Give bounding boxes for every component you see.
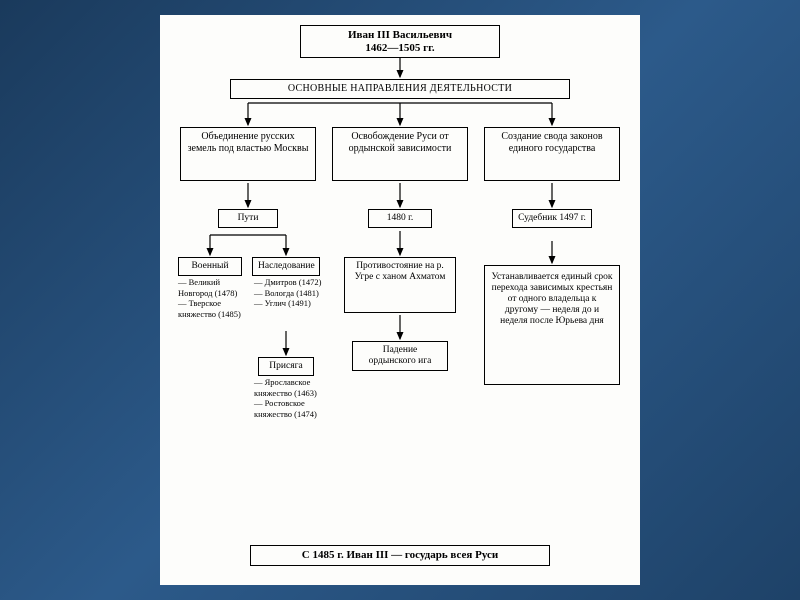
list-item: Вологда (1481): [254, 288, 334, 299]
list-item: Углич (1491): [254, 298, 334, 309]
branch-right-label: Создание свода законов единого государст…: [501, 131, 602, 154]
title-box: Иван III Васильевич 1462—1505 гг.: [300, 25, 500, 58]
list-item: Великий Новгород (1478): [178, 277, 248, 298]
list-item: Дмитров (1472): [254, 277, 334, 288]
main-directions-label: ОСНОВНЫЕ НАПРАВЛЕНИЯ ДЕЯТЕЛЬНОСТИ: [288, 83, 512, 94]
year-1480-label: 1480 г.: [387, 213, 414, 223]
branch-left-label: Объединение русских земель под властью М…: [188, 131, 309, 154]
horde-fall: Падение ордынского ига: [352, 341, 448, 371]
list-item: Ярославское княжество (1463): [254, 377, 344, 398]
inheritance-box: Наследование: [252, 257, 320, 276]
list-item: Ростовское княжество (1474): [254, 398, 344, 419]
branch-middle-label: Освобождение Руси от ордынской зависимос…: [349, 131, 452, 154]
sudebnik-label: Судебник 1497 г.: [518, 213, 586, 223]
inheritance-list: Дмитров (1472) Вологда (1481) Углич (149…: [254, 277, 334, 309]
year-1480: 1480 г.: [368, 209, 432, 228]
inheritance-label: Наследование: [258, 261, 315, 271]
branch-left: Объединение русских земель под властью М…: [180, 127, 316, 181]
footer-box: С 1485 г. Иван III — государь всея Руси: [250, 545, 550, 566]
horde-fall-label: Падение ордынского ига: [369, 345, 432, 366]
main-directions: ОСНОВНЫЕ НАПРАВЛЕНИЯ ДЕЯТЕЛЬНОСТИ: [230, 79, 570, 99]
title-line1: Иван III Васильевич: [306, 29, 494, 42]
list-item: Тверское княжество (1485): [178, 298, 248, 319]
paths-box: Пути: [218, 209, 278, 228]
branch-right: Создание свода законов единого государст…: [484, 127, 620, 181]
title-line2: 1462—1505 гг.: [306, 42, 494, 55]
military-list: Великий Новгород (1478) Тверское княжест…: [178, 277, 248, 320]
military-label: Военный: [191, 261, 228, 271]
ugra-event: Противостояние на р. Угре с ханом Ахмато…: [344, 257, 456, 313]
diagram-page: Иван III Васильевич 1462—1505 гг. ОСНОВН…: [160, 15, 640, 585]
paths-label: Пути: [238, 213, 259, 223]
oath-list: Ярославское княжество (1463) Ростовское …: [254, 377, 344, 420]
branch-middle: Освобождение Руси от ордынской зависимос…: [332, 127, 468, 181]
ugra-event-label: Противостояние на р. Угре с ханом Ахмато…: [355, 261, 446, 282]
footer-text: С 1485 г. Иван III — государь всея Руси: [302, 549, 498, 561]
military-box: Военный: [178, 257, 242, 276]
yuriev-day: Устанавливается единый срок перехода зав…: [484, 265, 620, 385]
oath-box: Присяга: [258, 357, 314, 376]
yuriev-day-text: Устанавливается единый срок перехода зав…: [491, 272, 612, 326]
sudebnik-box: Судебник 1497 г.: [512, 209, 592, 228]
oath-label: Присяга: [269, 361, 302, 371]
